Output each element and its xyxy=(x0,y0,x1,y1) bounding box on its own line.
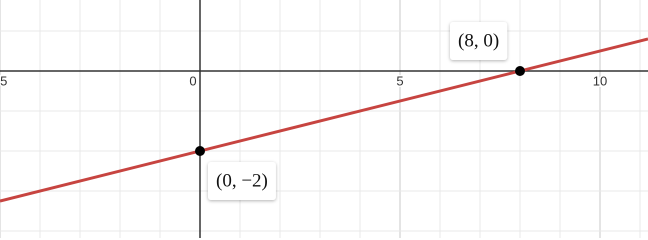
label-background xyxy=(208,162,276,200)
label-background xyxy=(450,22,508,60)
point-label-box: (8, 0) xyxy=(450,22,508,60)
x-tick-label: 5 xyxy=(396,73,403,88)
point-label-box: (0, −2) xyxy=(208,162,276,200)
point-label: (8, 0) xyxy=(458,30,499,51)
point xyxy=(515,66,525,76)
point xyxy=(195,146,205,156)
x-tick-label: −5 xyxy=(0,73,7,88)
line xyxy=(0,37,648,203)
x-tick-label: 0 xyxy=(189,73,196,88)
x-tick-label: 10 xyxy=(593,73,607,88)
point-label: (0, −2) xyxy=(216,170,268,191)
